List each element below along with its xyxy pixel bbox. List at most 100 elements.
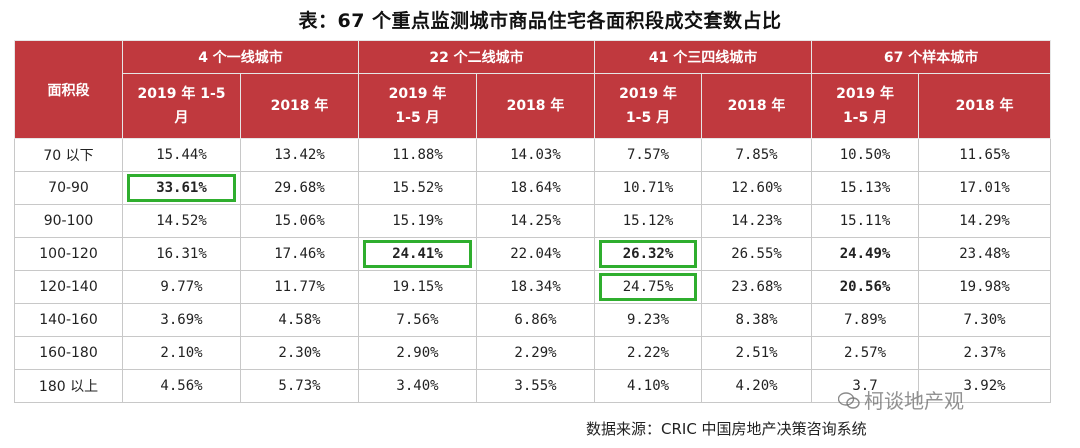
value-cell: 14.25% [475, 204, 596, 238]
value-cell: 18.64% [475, 171, 596, 205]
value-cell: 17.46% [240, 237, 359, 271]
value-cell: 7.85% [701, 138, 813, 172]
value-cell: 2.90% [358, 336, 477, 370]
value-text: 26.32% [622, 246, 674, 262]
value-cell: 4.56% [122, 369, 241, 403]
value-cell: 2.37% [918, 336, 1052, 370]
value-cell: 12.60% [701, 171, 813, 205]
period-line: 月 [174, 110, 189, 126]
period-header: 2018 年 [475, 73, 596, 139]
value-cell: 4.58% [240, 303, 359, 337]
segment-cell: 180 以上 [14, 369, 123, 403]
value-cell: 23.48% [918, 237, 1052, 271]
watermark-text: 柯谈地产观 [864, 389, 964, 413]
value-cell: 24.75% [594, 270, 703, 304]
period-header: 2019 年 1-5 月 [594, 73, 703, 139]
table-row: 120-140 9.77% 11.77% 19.15% 18.34% 24.75% 23.6… [14, 270, 1052, 304]
segment-cell: 90-100 [14, 204, 123, 238]
value-text: 24.41% [392, 246, 443, 262]
data-table: 面积段 4 个一线城市 22 个二线城市 41 个三四线城市 67 个样本城市 … [14, 40, 1052, 403]
value-cell: 15.12% [594, 204, 703, 238]
period-header: 2018 年 [701, 73, 813, 139]
wechat-icon [837, 391, 860, 415]
period-line: 1-5 月 [842, 110, 888, 126]
value-cell: 9.77% [122, 270, 241, 304]
table-body: 70 以下 15.44% 13.42% 11.88% 14.03% 7.57% 7.85% 1… [14, 138, 1052, 403]
value-cell: 7.56% [358, 303, 477, 337]
period-line: 1-5 月 [395, 110, 440, 126]
table-title: 表：67 个重点监测城市商品住宅各面积段成交套数占比 [298, 10, 782, 32]
value-cell: 18.34% [475, 270, 596, 304]
group-header: 41 个三四线城市 [594, 40, 813, 74]
value-cell: 3.69% [122, 303, 241, 337]
value-cell: 2.57% [811, 336, 920, 370]
segment-cell: 120-140 [14, 270, 123, 304]
value-cell: 11.88% [358, 138, 477, 172]
table-row: 100-120 16.31% 17.46% 24.41% 22.04% 26.32% 26.… [14, 237, 1052, 271]
highlight-box [599, 273, 698, 301]
value-cell: 26.55% [701, 237, 813, 271]
highlight-box [599, 240, 698, 268]
value-cell: 8.38% [701, 303, 813, 337]
value-cell: 29.68% [240, 171, 359, 205]
segment-cell: 70 以下 [14, 138, 123, 172]
value-cell: 3.7 [811, 369, 920, 403]
period-line: 2019 年 [619, 86, 677, 102]
value-cell: 4.10% [594, 369, 703, 403]
group-header: 67 个样本城市 [811, 40, 1052, 74]
value-cell: 15.06% [240, 204, 359, 238]
value-cell: 3.55% [475, 369, 596, 403]
group-header: 22 个二线城市 [357, 40, 596, 74]
value-cell: 14.03% [475, 138, 596, 172]
value-cell: 11.65% [918, 138, 1052, 172]
value-cell: 5.73% [240, 369, 359, 403]
period-line: 1-5 月 [625, 110, 671, 126]
segment-cell: 100-120 [14, 237, 123, 271]
value-cell: 2.22% [594, 336, 703, 370]
value-cell: 20.56% [811, 270, 920, 304]
period-header: 2019 年 1-5 月 [811, 73, 920, 139]
table-row: 160-180 2.10% 2.30% 2.90% 2.29% 2.22% 2.51% 2.5… [14, 336, 1052, 370]
value-cell: 2.30% [240, 336, 359, 370]
header-row-periods: 2019 年 1-5 月 2018 年 2019 年 1-5 月 2018 年 20… [15, 73, 1052, 139]
table-row: 70 以下 15.44% 13.42% 11.88% 14.03% 7.57% 7.85% 1… [14, 138, 1052, 172]
table-row: 90-100 14.52% 15.06% 15.19% 14.25% 15.12% 14.2… [14, 204, 1052, 238]
value-cell: 6.86% [475, 303, 596, 337]
period-header: 2019 年 1-5 月 [358, 73, 477, 139]
value-cell: 10.50% [811, 138, 920, 172]
data-source: 数据来源：CRIC 中国房地产决策咨询系统 [586, 420, 867, 438]
value-cell: 3.40% [358, 369, 477, 403]
value-cell: 7.57% [594, 138, 703, 172]
segment-cell: 160-180 [14, 336, 123, 370]
value-cell: 33.61% [122, 171, 241, 205]
value-text: 33.61% [156, 180, 207, 196]
value-cell: 24.41% [358, 237, 477, 271]
value-cell: 11.77% [240, 270, 359, 304]
period-line: 2019 年 [388, 86, 447, 102]
value-cell: 14.52% [122, 204, 241, 238]
table-row: 180 以上 4.56% 5.73% 3.40% 3.55% 4.10% 4.20% 3.7 3… [14, 369, 1052, 403]
value-cell: 15.11% [811, 204, 920, 238]
value-cell: 15.44% [122, 138, 241, 172]
value-cell: 15.19% [358, 204, 477, 238]
table-row: 70-90 33.61% 29.68% 15.52% 18.64% 10.71% 12.60… [14, 171, 1052, 205]
value-cell: 15.13% [811, 171, 920, 205]
value-cell: 16.31% [122, 237, 241, 271]
period-line: 2019 年 [836, 86, 894, 102]
value-cell: 14.29% [918, 204, 1052, 238]
segment-cell: 70-90 [14, 171, 123, 205]
highlight-box [363, 240, 472, 268]
value-cell: 9.23% [594, 303, 703, 337]
period-header: 2018 年 [918, 73, 1052, 139]
value-cell: 17.01% [918, 171, 1052, 205]
table-row: 140-160 3.69% 4.58% 7.56% 6.86% 9.23% 8.38% 7.8… [14, 303, 1052, 337]
value-cell: 24.49% [811, 237, 920, 271]
value-cell: 22.04% [475, 237, 596, 271]
group-header: 4 个一线城市 [122, 40, 359, 74]
value-cell: 19.98% [918, 270, 1052, 304]
period-header: 2019 年 1-5 月 [122, 73, 241, 139]
value-cell: 23.68% [701, 270, 813, 304]
value-cell: 7.30% [918, 303, 1052, 337]
value-cell: 15.52% [358, 171, 477, 205]
